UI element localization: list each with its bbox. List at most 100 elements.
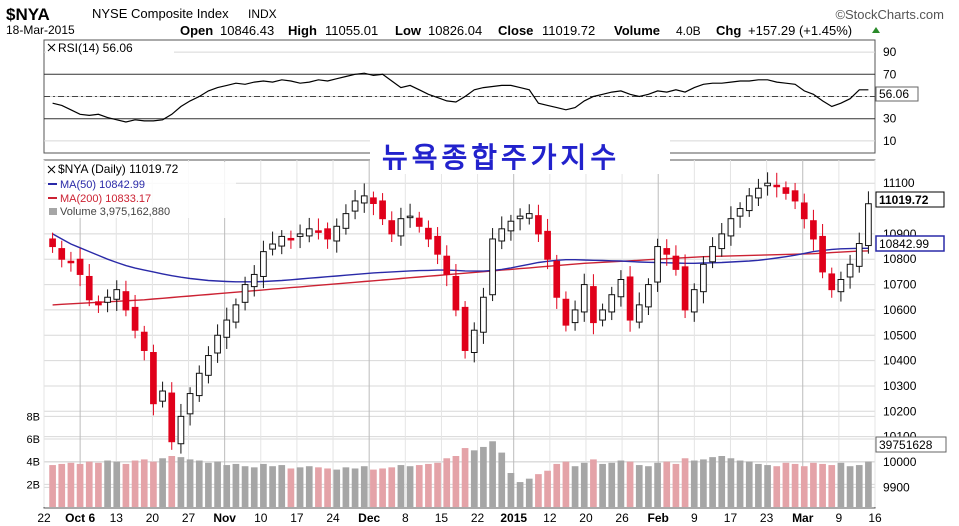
volume-bar	[608, 462, 616, 507]
volume-tick-label: 2B	[27, 479, 40, 491]
volume-bar	[800, 466, 808, 507]
volume-bar	[223, 465, 231, 507]
last-price-badge	[875, 191, 945, 208]
volume-bar	[745, 461, 753, 507]
volume-value-badge	[875, 436, 947, 453]
close-value: 11019.72	[542, 23, 595, 38]
candle-up	[718, 233, 726, 250]
price-legend-bg	[46, 162, 236, 218]
volume-bar	[177, 457, 185, 507]
last-price-badge-text: 11019.72	[879, 193, 929, 207]
volume-bar	[865, 461, 872, 507]
x-tick-label: 27	[182, 511, 196, 525]
rsi-legend-icon	[47, 43, 56, 52]
volume-bar	[205, 462, 212, 507]
candle-up	[113, 289, 121, 300]
volume-bar	[232, 463, 240, 507]
high-label: High	[288, 23, 317, 38]
volume-bar	[76, 463, 84, 507]
rsi-tick-label: 30	[883, 112, 897, 126]
volume-bar	[700, 459, 707, 507]
volume-bar	[544, 470, 551, 507]
volume-bar	[810, 462, 817, 507]
x-tick-label: 17	[724, 511, 738, 525]
volume-bar	[461, 448, 469, 507]
candle-up	[351, 200, 359, 212]
volume-bar	[150, 461, 157, 507]
price-legend-icon	[47, 165, 56, 174]
candle-up	[269, 243, 276, 250]
candle-up	[516, 215, 524, 220]
volume-bar	[681, 458, 689, 507]
volume-bar	[104, 460, 111, 507]
volume-tick-label: 4B	[27, 457, 40, 469]
volume-bar	[370, 469, 377, 507]
volume-bar	[654, 462, 661, 507]
candle-up	[617, 279, 625, 298]
candle-up	[489, 238, 496, 296]
volume-legend-label: Volume 3,975,162,880	[60, 206, 170, 218]
candle-down	[67, 260, 75, 264]
candle-down	[773, 184, 781, 188]
volume-bar	[131, 460, 139, 507]
volume-bar	[260, 463, 267, 507]
volume-bar	[241, 466, 249, 507]
volume-bar	[525, 478, 533, 507]
candle-up	[333, 225, 341, 242]
candle-down	[315, 230, 322, 233]
x-tick-label: 24	[326, 511, 340, 525]
volume-bar	[296, 467, 304, 507]
candle-up	[250, 273, 258, 288]
candle-down	[76, 258, 84, 275]
volume-bar	[819, 463, 826, 507]
candle-down	[122, 291, 130, 311]
x-tick-label: Oct 6	[65, 511, 95, 525]
volume-bar	[425, 463, 432, 507]
volume-bar	[452, 456, 460, 507]
rsi-value-badge	[875, 86, 919, 102]
x-tick-label: 20	[579, 511, 593, 525]
volume-value: 4.0B	[676, 24, 701, 38]
candle-down	[461, 306, 469, 351]
volume-bar	[690, 460, 698, 507]
candle-down	[287, 237, 295, 241]
candle-down	[434, 235, 441, 255]
candle-down	[681, 266, 689, 311]
candle-up	[260, 251, 267, 277]
candle-down	[324, 228, 331, 240]
candle-up	[360, 195, 368, 204]
volume-bar	[278, 465, 286, 507]
volume-bar	[406, 466, 414, 507]
volume-bar	[663, 461, 671, 507]
change-value: +157.29 (+1.45%)	[748, 23, 852, 38]
volume-bar	[58, 463, 66, 507]
candle-down	[562, 298, 570, 326]
volume-bar	[828, 465, 836, 507]
ma50-line	[52, 233, 869, 283]
x-tick-label: 22	[37, 511, 51, 525]
volume-bar	[709, 457, 716, 507]
x-tick-label: 15	[435, 511, 449, 525]
volume-bar	[791, 463, 799, 507]
candle-down	[49, 238, 56, 248]
x-tick-label: 12	[543, 511, 557, 525]
x-tick-label: 9	[836, 511, 843, 525]
candle-down	[131, 306, 139, 331]
volume-tick-label: 6B	[27, 434, 40, 446]
volume-bar	[67, 462, 75, 507]
candle-up	[709, 246, 716, 263]
volume-bar	[397, 465, 405, 507]
stockcharts-brand-label: ©StockCharts.com	[835, 7, 944, 22]
candle-down	[828, 273, 836, 291]
volume-bar	[480, 446, 487, 507]
x-tick-label: 26	[615, 511, 629, 525]
candle-down	[626, 276, 634, 321]
volume-bar	[351, 468, 359, 507]
volume-bar	[727, 458, 735, 507]
volume-bar	[855, 465, 863, 507]
low-label: Low	[395, 23, 422, 38]
candle-up	[214, 334, 221, 354]
volume-bar	[580, 462, 588, 507]
volume-bar	[773, 466, 781, 507]
